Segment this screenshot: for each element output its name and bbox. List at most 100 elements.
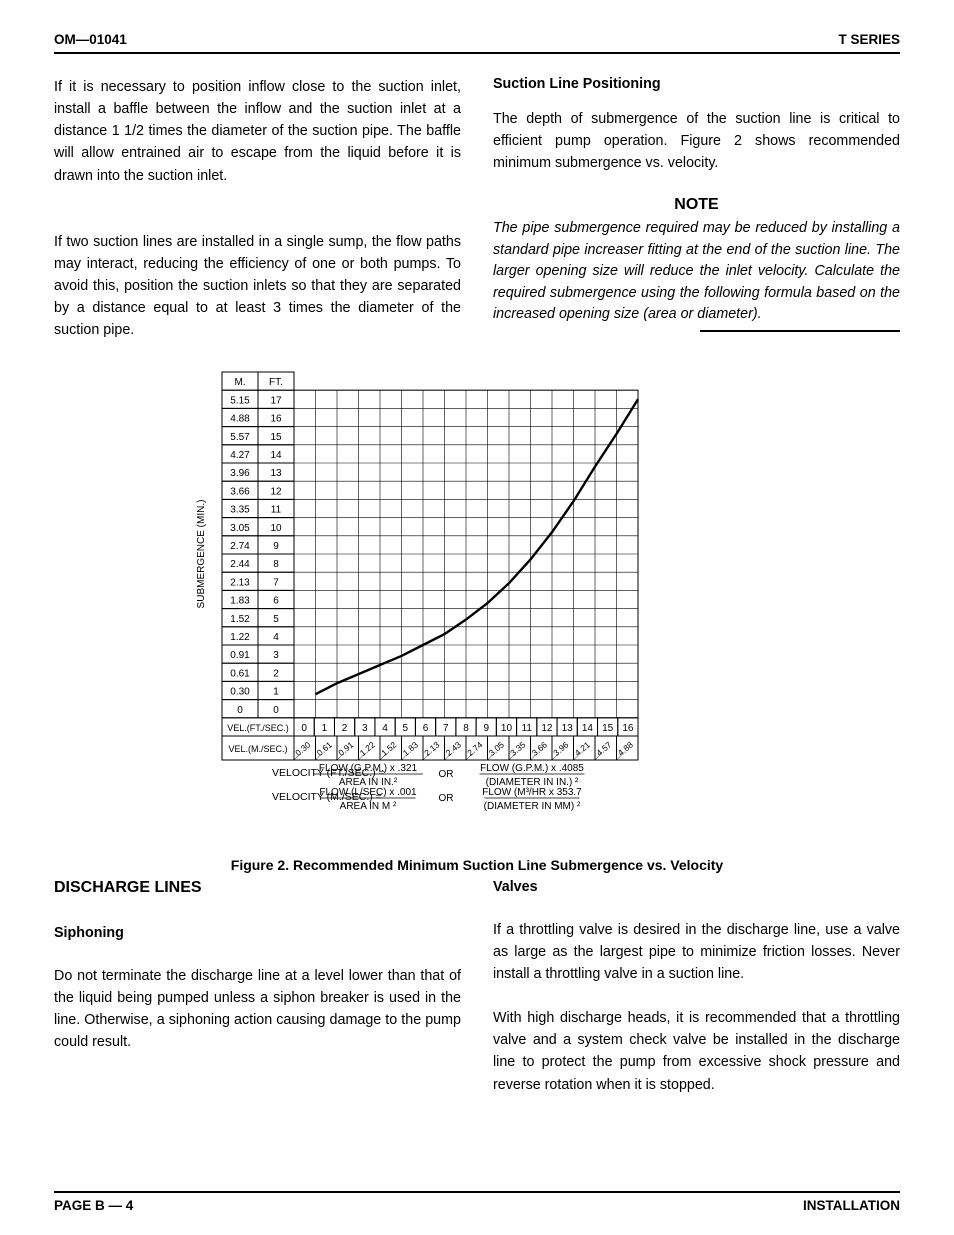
svg-text:FLOW (G.P.M.) x .321: FLOW (G.P.M.) x .321 [319,763,418,774]
svg-text:16: 16 [270,413,282,424]
svg-text:5: 5 [273,613,279,624]
svg-text:4.88: 4.88 [230,413,250,424]
svg-text:FLOW (L/SEC) x .001: FLOW (L/SEC) x .001 [319,787,417,798]
svg-text:M.: M. [234,377,245,388]
svg-text:13: 13 [562,723,574,734]
svg-text:3.05: 3.05 [230,522,250,533]
baffle-paragraph: If it is necessary to position inflow cl… [54,76,461,187]
svg-text:1.83: 1.83 [401,739,420,757]
svg-text:13: 13 [270,468,282,479]
svg-text:FLOW (M³/HR x 353.7: FLOW (M³/HR x 353.7 [482,787,582,798]
svg-text:FT.: FT. [269,377,283,388]
svg-text:1.22: 1.22 [358,739,377,757]
svg-text:0: 0 [237,704,243,715]
svg-text:5.15: 5.15 [230,395,250,406]
svg-text:5: 5 [403,723,409,734]
siphoning-heading: Siphoning [54,925,461,941]
svg-text:1.83: 1.83 [230,595,250,606]
svg-text:3.05: 3.05 [487,739,506,757]
valves-paragraph-1: If a throttling valve is desired in the … [493,919,900,985]
two-suction-paragraph: If two suction lines are installed in a … [54,231,461,342]
svg-text:9: 9 [483,723,489,734]
svg-text:17: 17 [270,395,282,406]
svg-text:6: 6 [423,723,429,734]
svg-text:8: 8 [273,559,279,570]
page-footer: PAGE B — 4 INSTALLATION [54,1191,900,1213]
svg-text:15: 15 [270,431,282,442]
valves-heading: Valves [493,879,900,895]
svg-text:3.35: 3.35 [230,504,250,515]
svg-text:4.57: 4.57 [594,739,613,757]
doc-id: OM—01041 [54,32,127,47]
svg-text:1.22: 1.22 [230,632,250,643]
svg-text:3.35: 3.35 [508,739,527,757]
svg-text:2.13: 2.13 [422,739,441,757]
svg-text:0.61: 0.61 [230,668,250,679]
note-body: The pipe submergence required may be red… [493,218,900,325]
svg-text:2.74: 2.74 [230,541,250,552]
svg-text:0.61: 0.61 [315,739,334,757]
page-number: PAGE B — 4 [54,1198,133,1213]
svg-text:6: 6 [273,595,279,606]
submergence-chart: SUBMERGENCE (MIN.)M.FT.5.15174.88165.571… [192,368,762,846]
svg-text:3: 3 [362,723,368,734]
page-header: OM—01041 T SERIES [54,32,900,54]
section-label: INSTALLATION [803,1198,900,1213]
svg-text:11: 11 [271,504,282,515]
svg-text:12: 12 [541,723,553,734]
svg-text:0.91: 0.91 [230,650,250,661]
svg-text:7: 7 [273,577,279,588]
svg-text:2.74: 2.74 [465,739,484,757]
svg-text:0: 0 [301,723,307,734]
svg-text:0.91: 0.91 [336,739,355,757]
svg-text:3.66: 3.66 [230,486,250,497]
submergence-paragraph: The depth of submergence of the suction … [493,108,900,174]
svg-text:1.52: 1.52 [379,739,398,757]
svg-text:5.57: 5.57 [230,431,250,442]
svg-text:AREA IN M ²: AREA IN M ² [340,801,397,812]
series-label: T SERIES [838,32,900,47]
svg-text:1: 1 [273,686,279,697]
svg-text:0: 0 [273,704,279,715]
svg-text:10: 10 [501,723,513,734]
svg-text:OR: OR [439,769,454,780]
svg-text:FLOW (G.P.M.) x .4085: FLOW (G.P.M.) x .4085 [480,763,584,774]
upper-columns: If it is necessary to position inflow cl… [54,76,900,364]
svg-text:3.66: 3.66 [530,739,549,757]
svg-text:2: 2 [273,668,279,679]
svg-text:14: 14 [582,723,594,734]
svg-text:4: 4 [382,723,388,734]
svg-text:0.30: 0.30 [293,739,312,757]
svg-text:3.96: 3.96 [230,468,250,479]
note-heading: NOTE [493,196,900,214]
svg-text:1.52: 1.52 [230,613,250,624]
lower-columns: DISCHARGE LINES Siphoning Do not termina… [54,873,900,1096]
svg-text:12: 12 [270,486,282,497]
siphoning-paragraph: Do not terminate the discharge line at a… [54,965,461,1054]
svg-text:3.96: 3.96 [551,739,570,757]
svg-text:OR: OR [439,793,454,804]
svg-text:11: 11 [522,723,533,734]
svg-text:4.27: 4.27 [230,450,250,461]
svg-text:8: 8 [463,723,469,734]
svg-text:4: 4 [273,632,279,643]
svg-text:15: 15 [602,723,614,734]
svg-text:7: 7 [443,723,449,734]
svg-text:14: 14 [270,450,282,461]
svg-text:2.43: 2.43 [444,739,463,757]
discharge-lines-heading: DISCHARGE LINES [54,879,461,897]
svg-text:VEL.(FT./SEC.): VEL.(FT./SEC.) [227,723,289,733]
svg-text:(DIAMETER IN MM) ²: (DIAMETER IN MM) ² [484,801,581,812]
svg-text:2.13: 2.13 [230,577,250,588]
figure-2: SUBMERGENCE (MIN.)M.FT.5.15174.88165.571… [54,368,900,873]
note-rule [700,330,900,332]
svg-text:0.30: 0.30 [230,686,250,697]
svg-text:2: 2 [342,723,348,734]
svg-text:3: 3 [273,650,279,661]
svg-text:1: 1 [322,723,328,734]
svg-text:SUBMERGENCE (MIN.): SUBMERGENCE (MIN.) [196,499,207,608]
svg-text:10: 10 [270,522,282,533]
svg-text:16: 16 [622,723,634,734]
valves-paragraph-2: With high discharge heads, it is recomme… [493,1007,900,1096]
svg-text:4.21: 4.21 [573,739,592,757]
